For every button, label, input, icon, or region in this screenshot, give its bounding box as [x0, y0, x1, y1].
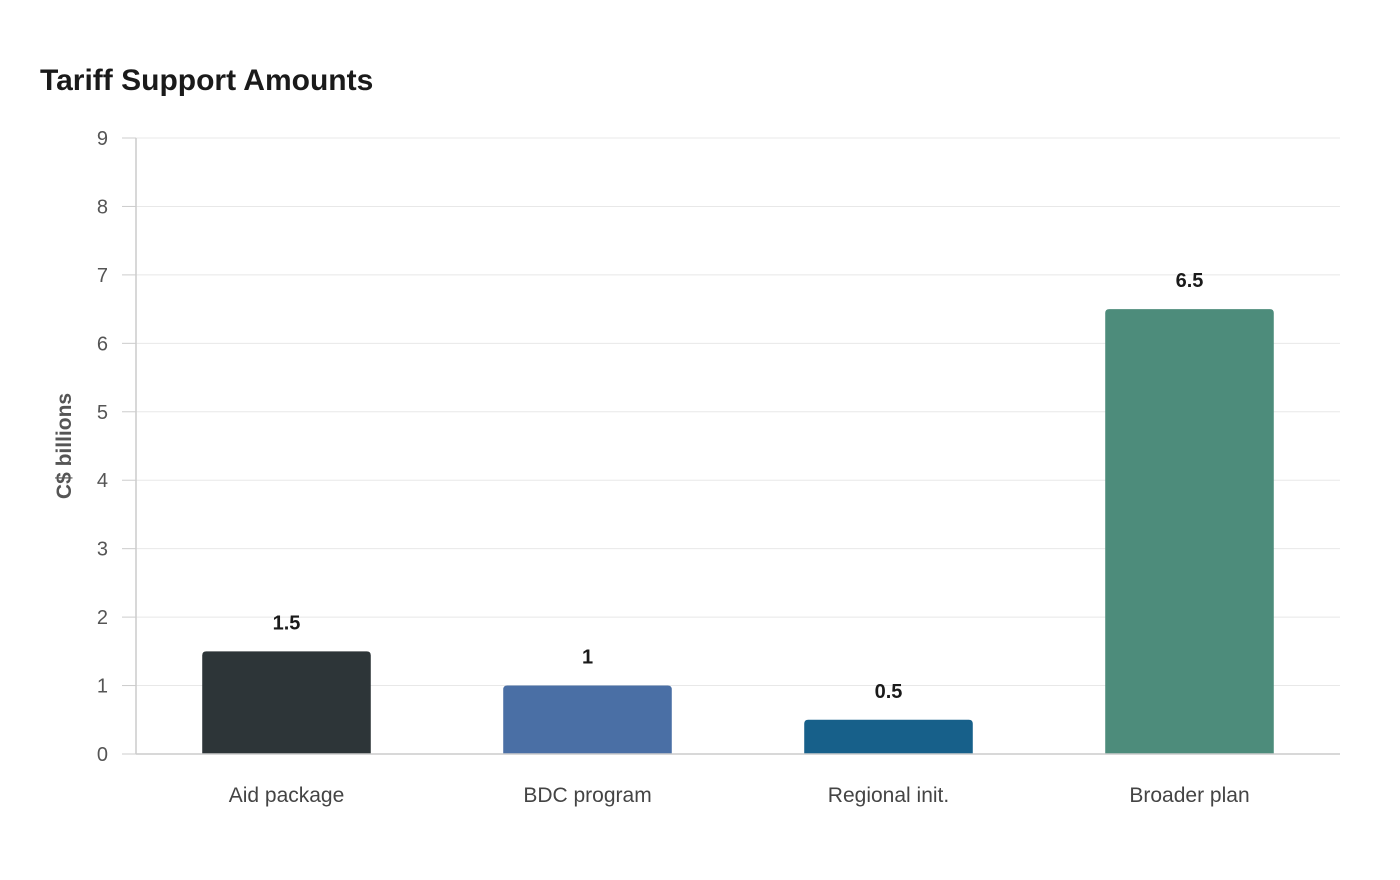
y-tick-label: 7 — [97, 265, 108, 287]
y-tick-label: 9 — [97, 128, 108, 150]
chart-title: Tariff Support Amounts — [40, 64, 373, 97]
gridlines — [136, 137, 1340, 687]
x-axis-categories: Aid package BDC program Regional init. Broa… — [229, 784, 1250, 807]
y-tick-label: 8 — [97, 196, 108, 218]
x-category-label: Aid package — [229, 784, 345, 807]
value-label: 6.5 — [1176, 270, 1204, 292]
value-label: 1.5 — [273, 612, 301, 634]
x-category-label: Regional init. — [828, 784, 949, 807]
y-tick-label: 4 — [97, 470, 108, 492]
value-label: 1 — [582, 647, 593, 669]
x-category-label: BDC program — [523, 784, 651, 807]
y-tick-label: 3 — [97, 539, 108, 561]
value-label: 0.5 — [875, 681, 903, 703]
y-tick-label: 5 — [97, 402, 108, 424]
bar-aid-package — [202, 651, 371, 754]
bar-broader-plan — [1105, 309, 1274, 754]
y-tick-label: 1 — [97, 676, 108, 698]
x-category-label: Broader plan — [1129, 784, 1249, 807]
bars — [202, 309, 1274, 754]
y-axis-label: C$ billions — [53, 393, 76, 499]
bar-bdc-program — [503, 685, 672, 754]
bar-regional-init — [804, 719, 973, 754]
value-labels: 1.5 1 0.5 6.5 — [273, 270, 1204, 703]
y-tick-label: 2 — [97, 607, 108, 629]
y-axis-ticks: 0 1 2 3 4 5 6 7 8 9 — [97, 128, 136, 766]
y-tick-label: 0 — [97, 744, 108, 766]
y-tick-label: 6 — [97, 333, 108, 355]
